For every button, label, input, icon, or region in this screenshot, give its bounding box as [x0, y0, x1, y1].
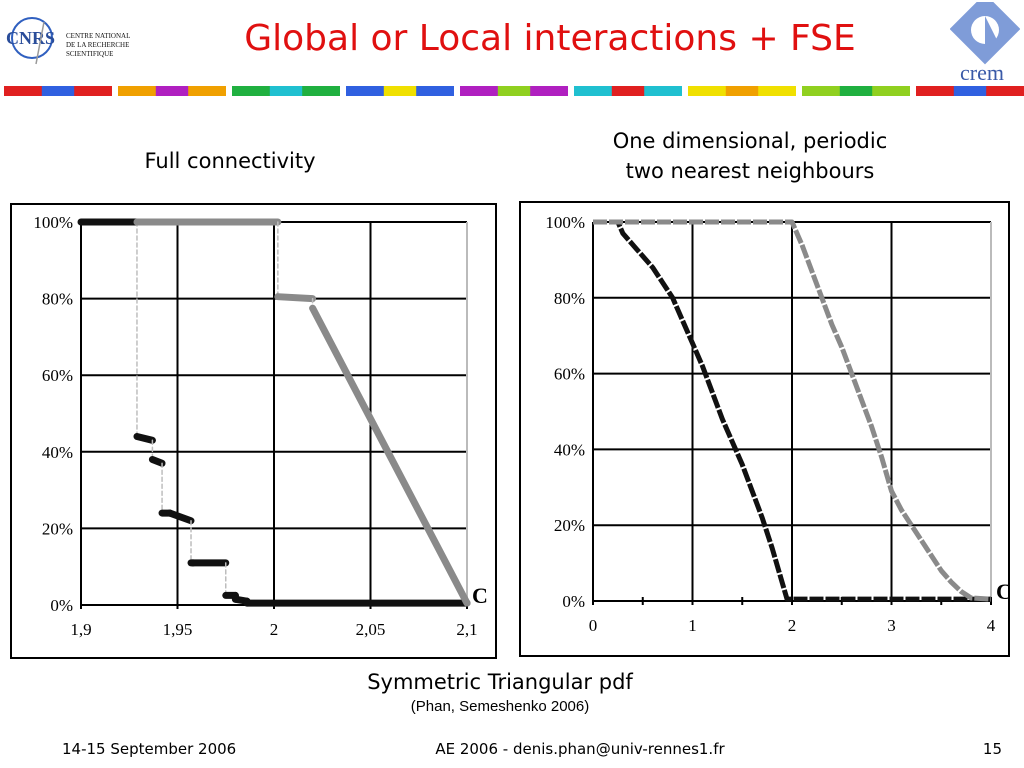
x-tick-label: 2	[788, 616, 797, 635]
left-chart: 0% 20% 40% 60% 80% 100% 1,9 1,95 2 2,05 2,1 C	[10, 203, 497, 659]
y-tick-label: 40%	[42, 443, 73, 462]
chart-caption-reference: (Phan, Semeshenko 2006)	[410, 698, 590, 715]
critical-point-label: C	[472, 583, 488, 608]
series-black-segment	[148, 455, 166, 467]
y-tick-label: 20%	[554, 516, 585, 535]
x-tick-label: 1,95	[163, 620, 193, 639]
banner-segment	[725, 86, 759, 96]
series-black-segment	[166, 509, 195, 525]
series-gray-segment	[274, 293, 317, 303]
footer-conference: AE 2006 - denis.phan@univ-rennes1.fr	[435, 740, 725, 758]
decorative-banner	[4, 86, 1024, 96]
banner-segment	[953, 86, 987, 96]
chart-caption: Symmetric Triangular pdf	[367, 670, 633, 694]
cnrs-logo-text: CNRS	[6, 28, 55, 48]
banner-segment	[383, 86, 417, 96]
slide-title: Global or Local interactions + FSE	[244, 18, 856, 59]
cnrs-org-line: DE LA RECHERCHE	[66, 41, 130, 49]
y-tick-label: 20%	[42, 519, 73, 538]
x-tick-label: 4	[987, 616, 996, 635]
banner-segment	[497, 86, 531, 96]
crem-logo-text: crem	[960, 60, 1004, 85]
chart-frame	[519, 201, 1010, 657]
chart-frame	[10, 203, 497, 659]
footer-date: 14-15 September 2006	[62, 740, 237, 758]
y-tick-label: 80%	[554, 289, 585, 308]
banner-segment	[611, 86, 645, 96]
cnrs-logo: CNRS	[6, 17, 55, 65]
x-tick-label: 0	[589, 616, 598, 635]
y-tick-label: 100%	[545, 213, 585, 232]
crem-logo: crem	[950, 2, 1020, 85]
x-tick-label: 1	[688, 616, 697, 635]
series-black-segment	[133, 432, 156, 444]
cnrs-org-name: CENTRE NATIONAL DE LA RECHERCHE SCIENTIF…	[66, 32, 130, 59]
cnrs-org-line: SCIENTIFIQUE	[66, 50, 114, 58]
banner-segment	[269, 86, 303, 96]
critical-point-label: C	[996, 579, 1010, 604]
x-tick-label: 2	[270, 620, 279, 639]
y-tick-label: 100%	[33, 213, 73, 232]
banner-segment	[155, 86, 189, 96]
banner-segment	[41, 86, 75, 96]
y-tick-label: 40%	[554, 440, 585, 459]
right-chart: 0% 20% 40% 60% 80% 100% 0 1 2 3 4C	[519, 201, 1010, 657]
y-tick-label: 0%	[562, 592, 585, 611]
x-tick-label: 2,05	[356, 620, 386, 639]
right-chart-title: One dimensional, periodic two nearest ne…	[612, 129, 888, 183]
series-gray-line	[593, 219, 992, 602]
y-tick-label: 0%	[50, 596, 73, 615]
y-tick-label: 60%	[554, 365, 585, 384]
x-tick-label: 3	[887, 616, 896, 635]
cnrs-org-line: CENTRE NATIONAL	[66, 32, 131, 40]
x-tick-label: 2,1	[456, 620, 477, 639]
footer-page-number: 15	[982, 740, 1002, 758]
series-gray-segment	[309, 304, 471, 607]
banner-segment	[839, 86, 873, 96]
left-chart-title: Full connectivity	[144, 149, 316, 173]
y-tick-label: 60%	[42, 366, 73, 385]
series-black-line	[593, 219, 991, 602]
y-tick-label: 80%	[42, 290, 73, 309]
x-tick-label: 1,9	[70, 620, 91, 639]
